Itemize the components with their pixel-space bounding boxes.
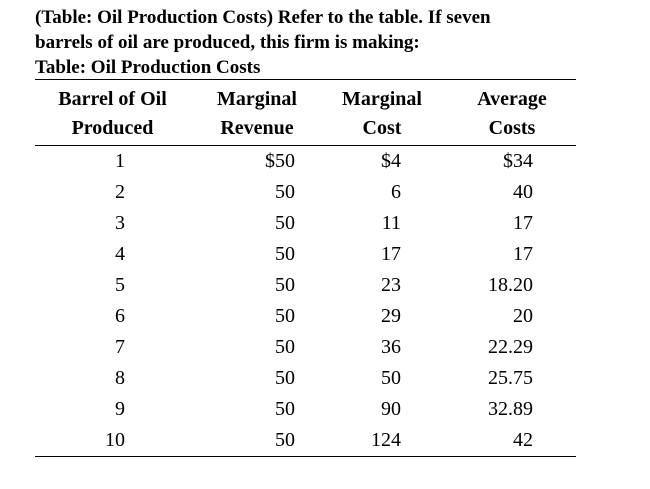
cell-barrels: 4 [115,243,125,265]
cell-marginal-cost: 6 [391,181,401,203]
table-row: 1 $50 $4 $34 [35,146,576,177]
cell-marginal-revenue: 50 [275,336,295,358]
cell-marginal-cost: 90 [381,398,401,420]
cell-average-costs: 18.20 [488,274,533,296]
cell-marginal-revenue: 50 [275,429,295,451]
cell-marginal-revenue: 50 [275,243,295,265]
cell-average-costs: 17 [513,243,533,265]
table-row: 2 50 6 40 [35,177,576,208]
cell-average-costs: 42 [513,429,533,451]
cell-barrels: 9 [115,398,125,420]
header-marginal-revenue: Marginal Revenue [207,85,307,143]
cell-marginal-cost: 124 [371,429,401,451]
table-row: 5 50 23 18.20 [35,270,576,301]
cell-marginal-cost: 23 [381,274,401,296]
table-top-rule [35,79,576,80]
cell-marginal-revenue: 50 [275,305,295,327]
cell-barrels: 2 [115,181,125,203]
header-barrels-produced: Barrel of Oil Produced [40,85,185,143]
header-line-2: Produced [71,117,154,139]
cell-marginal-cost: 50 [381,367,401,389]
header-line-2: Cost [362,117,402,139]
cell-average-costs: 17 [513,212,533,234]
question-text: (Table: Oil Production Costs) Refer to t… [35,5,625,55]
header-rule [35,145,576,146]
cell-marginal-cost: 17 [381,243,401,265]
cell-barrels: 7 [115,336,125,358]
table-row: 7 50 36 22.29 [35,332,576,363]
cell-average-costs: 20 [513,305,533,327]
cell-marginal-cost: 11 [381,212,401,234]
cell-marginal-cost: 29 [381,305,401,327]
cell-marginal-revenue: 50 [275,367,295,389]
question-line-1: (Table: Oil Production Costs) Refer to t… [35,7,491,28]
header-line-2: Costs [488,117,536,139]
table-row: 6 50 29 20 [35,301,576,332]
table-body: 1 $50 $4 $34 2 50 6 40 3 50 11 17 4 50 1… [35,146,576,456]
table-row: 3 50 11 17 [35,208,576,239]
cell-average-costs: $34 [503,150,533,172]
cell-marginal-cost: 36 [381,336,401,358]
header-average-costs: Average Costs [462,85,562,143]
cell-average-costs: 32.89 [488,398,533,420]
table-header: Barrel of Oil Produced Marginal Revenue … [35,85,576,145]
cell-barrels: 5 [115,274,125,296]
cell-barrels: 3 [115,212,125,234]
table-title: Table: Oil Production Costs [35,57,261,78]
table-row: 10 50 124 42 [35,425,576,456]
cell-marginal-cost: $4 [381,150,401,172]
header-line-1: Marginal [342,88,422,110]
cell-marginal-revenue: 50 [275,274,295,296]
cell-barrels: 1 [115,150,125,172]
cell-barrels: 6 [115,305,125,327]
table-row: 9 50 90 32.89 [35,394,576,425]
cell-marginal-revenue: 50 [275,212,295,234]
cell-average-costs: 25.75 [488,367,533,389]
table-row: 4 50 17 17 [35,239,576,270]
header-line-2: Revenue [220,117,294,139]
cell-barrels: 10 [105,429,125,451]
header-line-1: Barrel of Oil [58,88,167,110]
header-line-1: Marginal [217,88,297,110]
header-marginal-cost: Marginal Cost [332,85,432,143]
header-line-1: Average [477,88,547,110]
cell-barrels: 8 [115,367,125,389]
cell-marginal-revenue: $50 [265,150,295,172]
table-row: 8 50 50 25.75 [35,363,576,394]
cell-average-costs: 40 [513,181,533,203]
cell-marginal-revenue: 50 [275,398,295,420]
question-line-2: barrels of oil are produced, this firm i… [35,32,420,53]
cell-average-costs: 22.29 [488,336,533,358]
table-bottom-rule [35,456,576,457]
cell-marginal-revenue: 50 [275,181,295,203]
